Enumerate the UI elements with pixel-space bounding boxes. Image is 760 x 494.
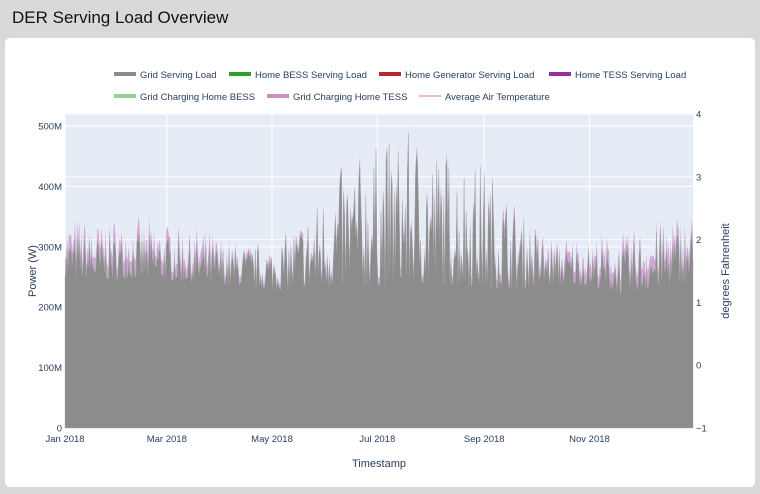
y-axis-title: Power (W) [27, 245, 39, 297]
y-tick-label: 0 [57, 424, 62, 435]
x-tick-label: Sep 2018 [464, 434, 505, 445]
legend-swatch [229, 72, 251, 76]
y2-tick-label: 2 [696, 235, 701, 246]
legend-swatch [114, 72, 136, 76]
legend-label: Grid Serving Load [140, 70, 217, 81]
legend-item-home-bess-serving-load[interactable]: Home BESS Serving Load [229, 70, 367, 81]
y2-tick-label: 1 [696, 298, 701, 309]
x-tick-label: Jan 2018 [45, 434, 84, 445]
data-areas [64, 126, 694, 429]
x-axis: Jan 2018 Mar 2018 May 2018 Jul 2018 Sep 2018… [45, 434, 609, 445]
der-chart: Grid Serving Load Home BESS Serving Load… [27, 70, 732, 470]
legend-swatch [419, 95, 441, 97]
legend-label: Home TESS Serving Load [575, 70, 686, 81]
x-tick-label: May 2018 [251, 434, 293, 445]
y-tick-label: 400M [38, 182, 62, 193]
legend-item-average-air-temperature[interactable]: Average Air Temperature [419, 92, 550, 103]
y2-tick-label: −1 [696, 424, 707, 435]
y2-axis-title: degrees Fahrenheit [720, 223, 732, 318]
legend-swatch [267, 94, 289, 98]
y-tick-label: 300M [38, 242, 62, 253]
legend-label: Home BESS Serving Load [255, 70, 367, 81]
area-grid-serving-load [64, 133, 694, 429]
y-tick-label: 200M [38, 303, 62, 314]
page-title: DER Serving Load Overview [12, 8, 229, 27]
legend-label: Average Air Temperature [445, 92, 550, 103]
y-tick-label: 100M [38, 363, 62, 374]
x-tick-label: Jul 2018 [359, 434, 395, 445]
legend-swatch [379, 72, 401, 76]
legend-label: Grid Charging Home TESS [293, 92, 407, 103]
legend-label: Grid Charging Home BESS [140, 92, 255, 103]
y2-tick-label: 3 [696, 172, 701, 183]
legend-item-home-generator-serving-load[interactable]: Home Generator Serving Load [379, 70, 534, 81]
y2-tick-label: 0 [696, 361, 701, 372]
x-tick-label: Nov 2018 [569, 434, 610, 445]
legend-item-grid-charging-home-bess[interactable]: Grid Charging Home BESS [114, 92, 255, 103]
y2-tick-label: 4 [696, 110, 701, 121]
legend-label: Home Generator Serving Load [405, 70, 534, 81]
legend: Grid Serving Load Home BESS Serving Load… [114, 70, 686, 103]
y2-axis: −1 0 1 2 3 4 [696, 110, 707, 435]
y-axis: 0 100M 200M 300M 400M 500M [38, 122, 62, 435]
legend-swatch [114, 94, 136, 98]
chart-card: Grid Serving Load Home BESS Serving Load… [5, 38, 755, 487]
legend-item-grid-charging-home-tess[interactable]: Grid Charging Home TESS [267, 92, 407, 103]
y-tick-label: 500M [38, 122, 62, 133]
legend-item-grid-serving-load[interactable]: Grid Serving Load [114, 70, 217, 81]
x-axis-title: Timestamp [352, 458, 406, 470]
x-tick-label: Mar 2018 [147, 434, 187, 445]
legend-item-home-tess-serving-load[interactable]: Home TESS Serving Load [549, 70, 686, 81]
legend-swatch [549, 72, 571, 76]
